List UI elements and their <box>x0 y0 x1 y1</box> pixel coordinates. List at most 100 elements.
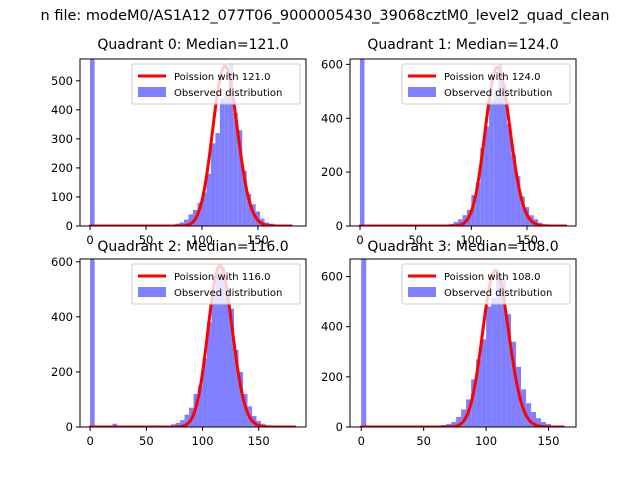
histogram-bar <box>515 176 521 226</box>
legend-box <box>401 63 571 105</box>
legend: Poission with 116.0 Observed distribution <box>131 263 301 305</box>
histogram-bar <box>90 59 95 226</box>
histogram-bar <box>219 98 225 226</box>
histogram-bar <box>238 371 244 427</box>
panel-quadrant-3: 0 50 100 150 0 200 400 600 Poission with 108.0 Ob… <box>321 239 577 448</box>
histogram-bar <box>211 292 217 427</box>
histogram-bar <box>541 421 547 427</box>
histogram-bar <box>453 221 458 226</box>
histogram-bar <box>216 272 221 427</box>
axes-frame <box>349 258 577 428</box>
histogram-bar <box>180 420 185 427</box>
histogram-bar <box>536 418 542 427</box>
x-tick-label: 50 <box>139 233 154 247</box>
histogram-bar <box>520 196 525 226</box>
histogram-bar <box>496 271 502 427</box>
histogram-bar <box>360 59 365 226</box>
y-tick-label: 500 <box>51 74 73 88</box>
panel-quadrant-1: 0 50 100 150 0 200 400 600 Poission with 124.0 Ob… <box>321 37 577 247</box>
x-tick-label: 0 <box>86 233 93 247</box>
histogram-bar <box>197 202 202 226</box>
histogram-bar <box>237 130 243 226</box>
histogram-bar <box>491 297 497 427</box>
y-tick-label: 600 <box>321 57 343 71</box>
poisson-curve <box>88 264 297 427</box>
legend-box <box>131 63 301 105</box>
histogram-bar <box>179 222 185 226</box>
histogram-bar <box>471 195 476 226</box>
histogram-bar <box>501 279 507 427</box>
histogram-bar <box>502 85 507 226</box>
histogram-bar <box>531 411 537 427</box>
histogram-bar <box>246 194 252 226</box>
histogram-bar <box>233 112 238 226</box>
axes-frame <box>79 258 307 428</box>
legend-label: Observed distribution <box>444 88 552 99</box>
x-tick-label: 0 <box>86 434 93 448</box>
axes-frame <box>349 58 577 227</box>
x-tick-label: 0 <box>356 233 363 247</box>
y-tick-label: 600 <box>51 255 73 269</box>
histogram-bar <box>451 421 457 427</box>
y-tick-label: 0 <box>336 420 343 434</box>
y-tick-label: 200 <box>51 365 73 379</box>
histogram-bar <box>234 349 239 427</box>
histogram-bar <box>210 143 216 226</box>
legend: Poission with 121.0 Observed distribution <box>131 63 301 105</box>
y-tick-label: 200 <box>321 370 343 384</box>
y-tick-label: 400 <box>321 320 343 334</box>
plot-area <box>88 259 297 427</box>
histogram-bar <box>481 339 487 427</box>
y-tick-label: 400 <box>321 111 343 125</box>
x-tick-label: 50 <box>408 233 423 247</box>
legend-patch-swatch <box>138 87 166 97</box>
histogram-bar <box>489 99 494 226</box>
axes-frame <box>79 58 307 227</box>
panel-quadrant-0: 0 50 100 150 0 100 200 300 400 500 Poission with 1… <box>51 37 307 247</box>
histogram-bar <box>498 64 503 226</box>
panel-title: Quadrant 2: Median=116.0 <box>97 239 288 255</box>
panel-title: Quadrant 3: Median=108.0 <box>367 239 558 255</box>
y-tick-label: 100 <box>51 190 73 204</box>
x-tick-label: 100 <box>192 434 214 448</box>
histogram-bar <box>225 286 230 427</box>
histogram-bar <box>90 259 95 427</box>
y-tick-label: 600 <box>321 270 343 284</box>
legend-patch-swatch <box>138 287 166 297</box>
y-tick-label: 300 <box>51 132 73 146</box>
x-tick-label: 150 <box>538 434 560 448</box>
legend-label: Observed distribution <box>444 288 552 299</box>
x-tick-label: 150 <box>248 434 270 448</box>
histogram-bar <box>471 379 477 427</box>
y-tick-label: 0 <box>336 219 343 233</box>
histogram-bar <box>526 403 532 427</box>
histogram-bar <box>220 267 226 427</box>
panel-quadrant-2: 0 50 100 150 0 200 400 600 Poission with 116.0 Ob… <box>51 239 307 448</box>
histogram-bar <box>361 259 367 427</box>
x-tick-label: 100 <box>460 233 482 247</box>
legend-patch-swatch <box>408 87 436 97</box>
histogram-bar <box>202 358 208 427</box>
x-tick-label: 50 <box>416 434 431 448</box>
legend-box <box>131 263 301 305</box>
legend: Poission with 108.0 Observed distribution <box>401 263 571 305</box>
histogram-bar <box>456 416 462 427</box>
plot-area <box>88 59 293 226</box>
histogram-bar <box>198 385 203 427</box>
plot-area <box>359 259 566 427</box>
x-tick-label: 50 <box>139 434 154 448</box>
histogram-bar <box>506 123 512 226</box>
x-tick-label: 100 <box>191 233 213 247</box>
legend-label: Poission with 108.0 <box>444 272 540 283</box>
histogram-bar <box>201 192 207 226</box>
panel-title: Quadrant 1: Median=124.0 <box>367 37 558 53</box>
histogram-bar <box>229 308 235 427</box>
histogram-bar <box>506 314 512 427</box>
histogram-bar <box>475 182 481 226</box>
histogram-bar <box>461 409 467 427</box>
legend: Poission with 124.0 Observed distribution <box>401 63 571 105</box>
y-tick-label: 0 <box>66 420 73 434</box>
histogram-bar <box>184 414 190 427</box>
histogram-bar <box>511 154 516 226</box>
